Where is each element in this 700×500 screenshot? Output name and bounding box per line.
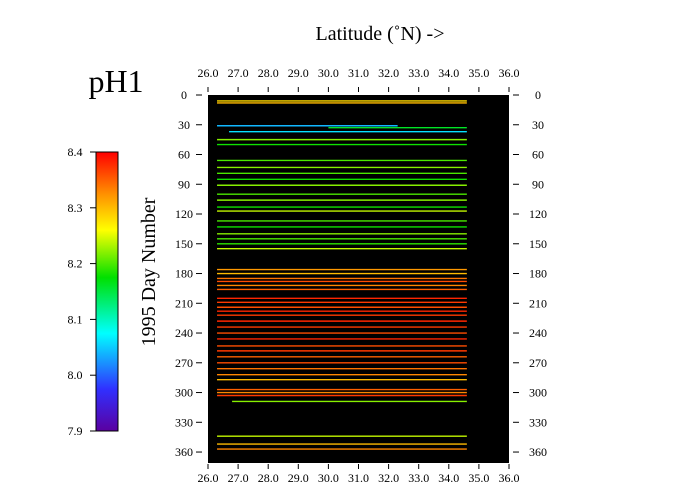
y-tick-label: 0 bbox=[535, 88, 541, 102]
x-tick-label: 27.0 bbox=[228, 471, 249, 485]
x-axis-label: Latitude (˚N) -> bbox=[315, 23, 444, 45]
x-tick-label: 27.0 bbox=[228, 66, 249, 80]
x-tick-label: 26.0 bbox=[198, 66, 219, 80]
colorbar bbox=[95, 151, 119, 432]
x-tick-label: 33.0 bbox=[408, 471, 429, 485]
y-tick-label: 300 bbox=[175, 386, 193, 400]
y-tick-label: 240 bbox=[529, 326, 547, 340]
y-tick-label: 210 bbox=[175, 296, 193, 310]
x-tick-label: 30.0 bbox=[318, 471, 339, 485]
colorbar-tick-label: 7.9 bbox=[68, 424, 83, 438]
colorbar-tick-label: 8.1 bbox=[68, 312, 83, 326]
colorbar-tick-label: 8.3 bbox=[68, 201, 83, 215]
y-tick-label: 270 bbox=[529, 356, 547, 370]
y-tick-label: 30 bbox=[178, 118, 190, 132]
y-tick-label: 330 bbox=[529, 415, 547, 429]
y-tick-label: 180 bbox=[529, 267, 547, 281]
colorbar-tick-label: 8.2 bbox=[68, 257, 83, 271]
x-tick-label: 28.0 bbox=[258, 471, 279, 485]
y-tick-label: 300 bbox=[529, 386, 547, 400]
x-tick-label: 30.0 bbox=[318, 66, 339, 80]
y-tick-label: 120 bbox=[529, 207, 547, 221]
y-tick-label: 150 bbox=[175, 237, 193, 251]
x-tick-label: 28.0 bbox=[258, 66, 279, 80]
y-tick-label: 270 bbox=[175, 356, 193, 370]
y-tick-label: 360 bbox=[175, 445, 193, 459]
y-tick-label: 210 bbox=[529, 296, 547, 310]
y-tick-label: 30 bbox=[532, 118, 544, 132]
y-tick-label: 60 bbox=[178, 148, 190, 162]
x-tick-label: 36.0 bbox=[499, 471, 520, 485]
x-tick-label: 36.0 bbox=[499, 66, 520, 80]
chart-title: pH1 bbox=[88, 63, 143, 99]
x-tick-label: 31.0 bbox=[348, 66, 369, 80]
x-tick-label: 34.0 bbox=[438, 66, 459, 80]
y-tick-label: 360 bbox=[529, 445, 547, 459]
y-tick-label: 90 bbox=[532, 177, 544, 191]
y-tick-label: 90 bbox=[178, 177, 190, 191]
x-tick-label: 31.0 bbox=[348, 471, 369, 485]
x-tick-label: 32.0 bbox=[378, 471, 399, 485]
x-tick-label: 35.0 bbox=[468, 66, 489, 80]
x-tick-label: 29.0 bbox=[288, 471, 309, 485]
x-tick-label: 32.0 bbox=[378, 66, 399, 80]
y-tick-label: 330 bbox=[175, 415, 193, 429]
colorbar-tick-label: 8.0 bbox=[68, 368, 83, 382]
x-tick-label: 33.0 bbox=[408, 66, 429, 80]
x-tick-label: 29.0 bbox=[288, 66, 309, 80]
y-tick-label: 0 bbox=[181, 88, 187, 102]
y-tick-label: 150 bbox=[529, 237, 547, 251]
y-tick-label: 180 bbox=[175, 267, 193, 281]
y-axis-label: 1995 Day Number bbox=[138, 197, 160, 346]
y-tick-label: 240 bbox=[175, 326, 193, 340]
colorbar-tick-label: 8.4 bbox=[68, 145, 83, 159]
y-tick-label: 120 bbox=[175, 207, 193, 221]
y-tick-label: 60 bbox=[532, 148, 544, 162]
x-tick-label: 34.0 bbox=[438, 471, 459, 485]
x-tick-label: 35.0 bbox=[468, 471, 489, 485]
x-tick-label: 26.0 bbox=[198, 471, 219, 485]
